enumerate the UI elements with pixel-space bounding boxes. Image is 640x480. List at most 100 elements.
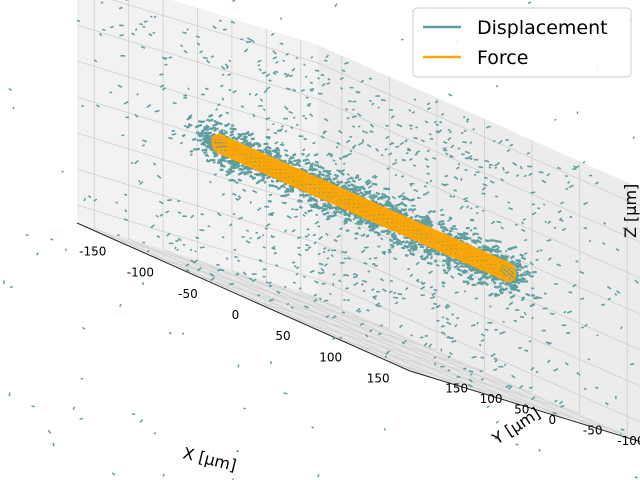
- displacement-vector: [511, 374, 516, 379]
- displacement-vector: [267, 199, 272, 203]
- displacement-vector: [398, 324, 403, 329]
- displacement-vector: [384, 194, 391, 199]
- displacement-vector: [458, 264, 463, 269]
- displacement-vector: [258, 259, 263, 263]
- displacement-vector: [314, 160, 319, 165]
- displacement-vector: [282, 159, 287, 163]
- displacement-vector: [392, 241, 398, 245]
- force-vector: [230, 140, 236, 145]
- displacement-vector: [243, 166, 247, 171]
- displacement-vector: [629, 362, 635, 366]
- displacement-vector: [357, 125, 361, 128]
- force-vector: [233, 143, 239, 148]
- displacement-vector: [270, 179, 275, 184]
- displacement-vector: [256, 235, 262, 240]
- force-vector: [396, 226, 402, 231]
- force-vector: [343, 195, 349, 200]
- displacement-vector: [456, 232, 463, 237]
- displacement-vector: [557, 209, 562, 214]
- displacement-vector: [261, 71, 267, 75]
- displacement-vector: [130, 161, 134, 165]
- displacement-vector: [346, 177, 350, 181]
- displacement-vector: [468, 276, 473, 280]
- displacement-vector: [433, 288, 438, 292]
- displacement-vector: [357, 91, 361, 94]
- displacement-vector: [212, 160, 216, 164]
- force-vector: [421, 230, 427, 234]
- displacement-vector: [421, 257, 427, 261]
- displacement-vector: [171, 132, 177, 136]
- displacement-vector: [523, 174, 527, 178]
- force-vector: [324, 196, 330, 201]
- force-vector: [306, 184, 312, 189]
- force-vector: [321, 184, 327, 189]
- displacement-vector: [196, 42, 201, 46]
- displacement-vector: [566, 310, 572, 314]
- displacement-vector: [397, 242, 403, 246]
- displacement-vector: [325, 232, 329, 236]
- displacement-vector: [280, 185, 286, 189]
- displacement-vector: [380, 237, 384, 241]
- displacement-vector: [241, 139, 248, 145]
- displacement-vector: [413, 188, 419, 193]
- displacement-vector: [273, 131, 278, 135]
- displacement-vector: [500, 226, 504, 230]
- force-vector: [346, 196, 352, 200]
- force-vector: [401, 216, 407, 221]
- displacement-vector: [386, 167, 390, 170]
- displacement-vector: [326, 202, 333, 207]
- displacement-vector: [207, 113, 214, 118]
- displacement-vector: [221, 235, 225, 239]
- displacement-vector: [464, 269, 469, 274]
- displacement-vector: [265, 117, 271, 121]
- displacement-vector: [249, 237, 252, 240]
- displacement-vector: [284, 189, 290, 194]
- force-vector: [285, 173, 291, 177]
- displacement-vector: [428, 270, 434, 275]
- force-vector: [398, 219, 405, 223]
- displacement-vector: [634, 279, 639, 285]
- displacement-vector: [264, 145, 270, 150]
- displacement-vector: [560, 201, 565, 205]
- displacement-vector: [447, 232, 453, 237]
- force-vector: [359, 203, 365, 208]
- force-vector: [326, 196, 332, 201]
- force-vector: [376, 219, 382, 224]
- displacement-vector: [447, 136, 452, 141]
- displacement-vector: [364, 334, 369, 338]
- displacement-vector: [332, 282, 335, 287]
- displacement-vector: [603, 221, 607, 225]
- force-vector: [354, 203, 360, 208]
- force-vector: [238, 150, 244, 155]
- displacement-vector: [409, 252, 416, 257]
- force-vector: [317, 179, 323, 184]
- displacement-vector: [177, 199, 181, 203]
- displacement-vector: [326, 153, 330, 157]
- displacement-vector: [205, 59, 211, 64]
- displacement-vector: [448, 130, 452, 134]
- displacement-vector: [12, 106, 15, 110]
- y-axis-line: [409, 370, 640, 443]
- grid-line-y-floor: [94, 227, 428, 377]
- force-vector: [375, 215, 381, 219]
- force-vector: [380, 211, 386, 216]
- displacement-vector: [477, 270, 483, 274]
- grid-line-z-ywall: [317, 98, 640, 243]
- displacement-vector: [268, 298, 274, 302]
- displacement-vector: [153, 432, 157, 435]
- displacement-vector: [192, 259, 198, 264]
- displacement-vector: [525, 292, 531, 297]
- displacement-vector: [521, 296, 526, 300]
- force-series: [210, 133, 517, 283]
- displacement-vector: [323, 299, 329, 302]
- force-vector: [259, 158, 265, 162]
- displacement-vector: [408, 108, 412, 112]
- displacement-vector: [221, 97, 225, 101]
- force-vector: [259, 166, 265, 170]
- force-vector: [222, 142, 228, 147]
- displacement-vector: [167, 198, 172, 202]
- displacement-vector: [283, 149, 289, 152]
- displacement-vector: [264, 227, 268, 230]
- displacement-vector: [569, 216, 573, 219]
- force-vector: [277, 173, 283, 178]
